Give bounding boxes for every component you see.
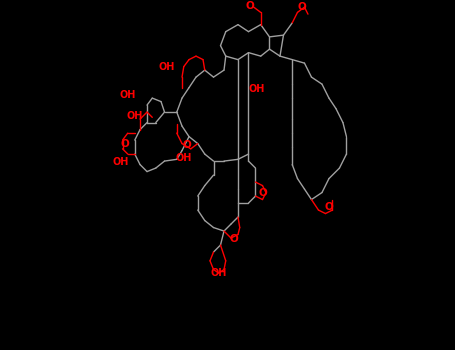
- Text: O: O: [121, 139, 129, 149]
- Text: O: O: [182, 140, 191, 150]
- Text: O: O: [297, 2, 306, 12]
- Text: OH: OH: [248, 84, 265, 94]
- Text: OH: OH: [126, 111, 143, 121]
- Text: OH: OH: [158, 62, 175, 72]
- Text: O: O: [324, 202, 333, 211]
- Text: O: O: [246, 1, 254, 12]
- Text: O: O: [258, 188, 267, 197]
- Text: O: O: [229, 234, 238, 244]
- Text: OH: OH: [120, 90, 136, 100]
- Text: OH: OH: [176, 153, 192, 163]
- Text: OH: OH: [112, 157, 129, 167]
- Text: OH: OH: [211, 268, 227, 278]
